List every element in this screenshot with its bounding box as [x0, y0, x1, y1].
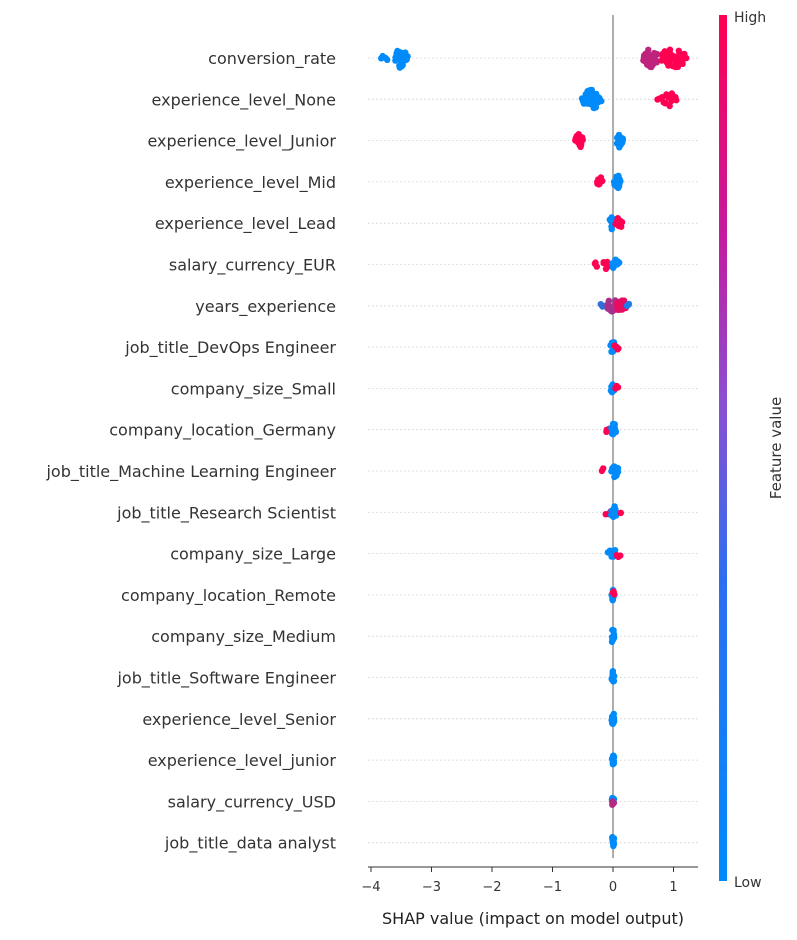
- shap-point: [675, 47, 682, 54]
- shap-point: [666, 102, 673, 110]
- shap-point: [600, 465, 607, 472]
- shap-points: [378, 46, 690, 850]
- shap-point: [617, 552, 624, 559]
- shap-point: [598, 97, 605, 105]
- shap-point: [403, 54, 411, 62]
- colorbar: [719, 15, 727, 881]
- shap-point: [611, 672, 618, 680]
- shap-point: [617, 178, 624, 185]
- shap-point: [614, 468, 622, 476]
- x-axis-title: SHAP value (impact on model output): [382, 909, 684, 928]
- shap-point: [610, 799, 618, 807]
- feature-label: experience_level_junior: [148, 751, 337, 771]
- shap-point: [614, 384, 622, 391]
- feature-label: experience_level_Senior: [142, 710, 336, 730]
- colorbar-title: Feature value: [767, 397, 785, 499]
- shap-point: [610, 752, 617, 759]
- shap-point: [645, 46, 652, 53]
- feature-label: job_title_data analyst: [164, 834, 336, 854]
- feature-label: salary_currency_EUR: [169, 256, 336, 276]
- x-tick-label: −4: [361, 880, 380, 895]
- shap-point: [654, 51, 661, 58]
- feature-labels: conversion_rate experience_level_Noneexpe…: [45, 49, 336, 854]
- feature-label: experience_level_Junior: [147, 132, 336, 152]
- shap-point: [679, 60, 686, 67]
- shap-point: [625, 300, 633, 308]
- feature-label: job_title_Research Scientist: [116, 503, 336, 523]
- feature-label: job_title_DevOps Engineer: [124, 338, 336, 358]
- shap-point: [611, 591, 618, 598]
- x-tick-label: −2: [482, 880, 501, 895]
- shap-point: [384, 56, 391, 63]
- shap-point: [612, 427, 619, 434]
- shap-point: [683, 54, 690, 62]
- shap-point: [592, 104, 600, 111]
- feature-label: job_title_Software Engineer: [116, 669, 336, 689]
- feature-label: job_title_Machine Learning Engineer: [45, 462, 336, 482]
- feature-label: company_size_Small: [171, 379, 336, 399]
- shap-point: [617, 509, 624, 517]
- shap-point: [608, 225, 615, 233]
- shap-point: [614, 345, 621, 352]
- x-tick-label: 1: [669, 880, 677, 895]
- feature-label: company_size_Medium: [151, 627, 336, 647]
- feature-label: experience_level_Mid: [165, 173, 336, 193]
- shap-point: [612, 509, 619, 517]
- feature-label: salary_currency_USD: [168, 792, 336, 812]
- shap-point: [653, 58, 660, 65]
- x-axis-ticks: −4 −3 −2 −1 0 1: [361, 867, 678, 895]
- colorbar-low-label: Low: [734, 875, 762, 891]
- shap-point: [618, 219, 626, 226]
- feature-label: company_location_Germany: [109, 421, 336, 441]
- shap-point: [611, 634, 618, 641]
- shap-point: [619, 137, 626, 144]
- shap-point: [593, 263, 600, 270]
- feature-label: experience_level_None: [152, 90, 336, 110]
- feature-label: company_size_Large: [170, 545, 336, 565]
- feature-label: company_location_Remote: [121, 586, 336, 606]
- shap-point: [577, 141, 585, 149]
- shap-point: [609, 837, 616, 845]
- shap-point: [616, 259, 623, 266]
- x-tick-label: 0: [609, 880, 617, 895]
- shap-point: [611, 547, 619, 554]
- colorbar-high-label: High: [734, 10, 766, 26]
- row-gridlines: [368, 57, 698, 844]
- shap-point: [610, 714, 617, 721]
- feature-label: experience_level_Lead: [155, 214, 336, 234]
- shap-point: [610, 758, 617, 765]
- feature-label: years_experience: [195, 297, 336, 317]
- x-tick-label: −1: [543, 880, 562, 895]
- shap-point: [579, 136, 586, 144]
- shap-point: [605, 297, 613, 304]
- feature-label: conversion_rate: [208, 49, 336, 69]
- x-tick-label: −3: [422, 880, 441, 895]
- shap-point: [673, 97, 680, 104]
- shap-point: [599, 177, 606, 185]
